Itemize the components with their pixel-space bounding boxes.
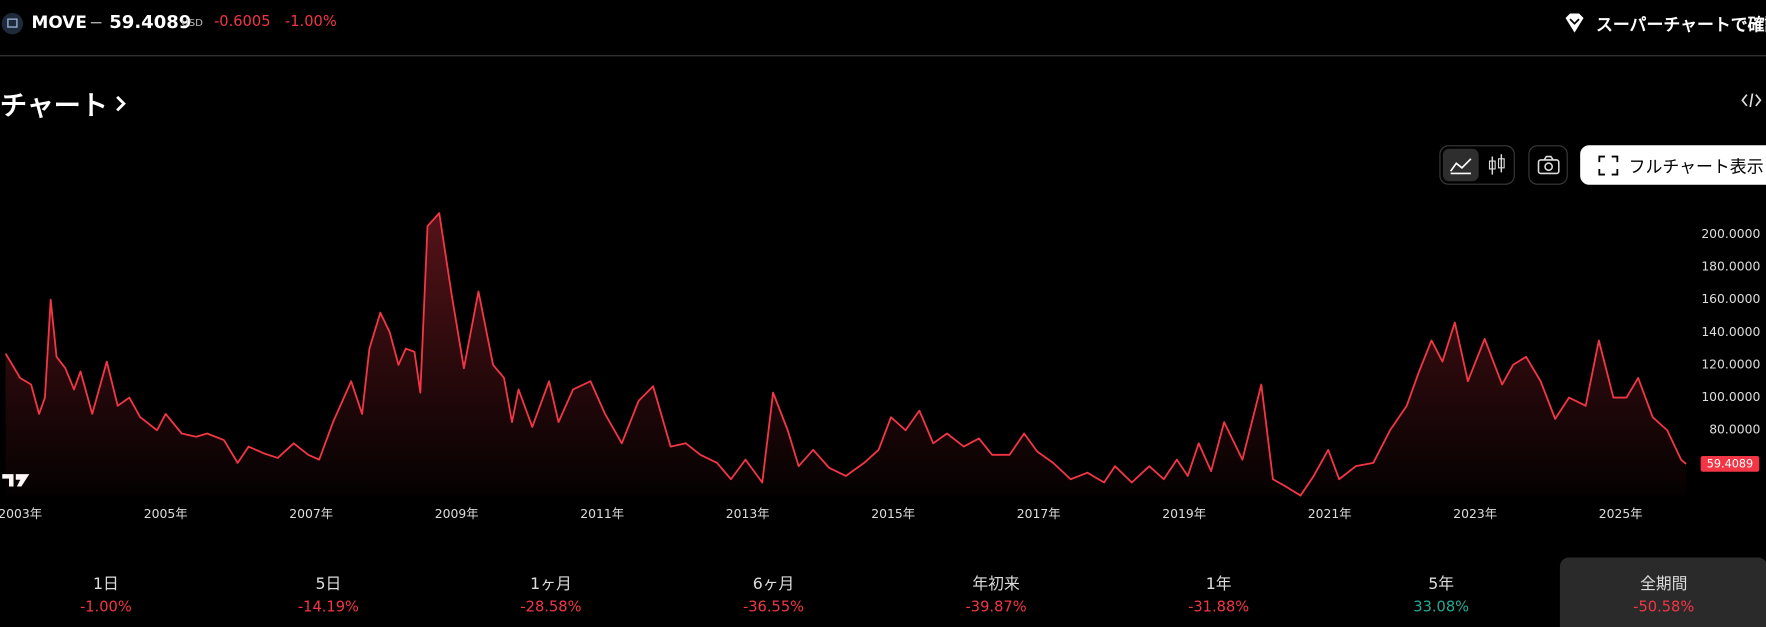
snapshot-button[interactable] xyxy=(1528,145,1568,185)
y-tick-label: 140.0000 xyxy=(1701,325,1760,339)
embed-icon[interactable] xyxy=(1740,90,1763,110)
period-change: -1.00% xyxy=(79,599,132,617)
period-label: 年初来 xyxy=(972,575,1020,594)
chart-style-group xyxy=(1439,145,1515,185)
x-tick-label: 2011年 xyxy=(580,507,624,521)
period-button[interactable]: 5年 33.08% xyxy=(1338,558,1545,627)
period-change: -39.87% xyxy=(965,599,1027,617)
last-value-box xyxy=(1700,455,1760,472)
x-tick-label: 2015年 xyxy=(871,507,915,521)
period-button[interactable]: 5日 -14.19% xyxy=(225,558,432,627)
super-chart-link[interactable]: スーパーチャートで確認 xyxy=(1595,14,1766,35)
last-value-label: 59.4089 xyxy=(1707,457,1754,470)
period-button[interactable]: 全期間 -50.58% xyxy=(1560,557,1766,627)
super-chart-icon[interactable] xyxy=(1562,11,1587,36)
full-chart-label: フルチャート表示 xyxy=(1628,156,1764,177)
symbol-icon xyxy=(1,12,24,35)
period-label: 1ヶ月 xyxy=(530,575,572,594)
camera-icon xyxy=(1537,155,1560,175)
y-tick-label: 100.0000 xyxy=(1701,390,1760,404)
x-tick-label: 2017年 xyxy=(1017,507,1061,521)
change: -0.6005 xyxy=(213,13,271,31)
y-tick-label: 160.0000 xyxy=(1701,292,1760,306)
period-label: 6ヶ月 xyxy=(752,575,795,594)
x-tick-label: 2019年 xyxy=(1162,507,1206,521)
symbol: MOVE xyxy=(31,12,87,33)
x-tick-label: 2007年 xyxy=(289,507,333,521)
period-label: 5日 xyxy=(315,575,342,594)
candle-style-button[interactable] xyxy=(1481,149,1513,182)
period-change: 33.08% xyxy=(1413,599,1470,617)
period-button[interactable]: 1ヶ月 -28.58% xyxy=(447,558,654,627)
price: 59.4089 xyxy=(109,11,192,33)
separator: − xyxy=(88,12,104,33)
period-button[interactable]: 6ヶ月 -36.55% xyxy=(670,558,877,627)
y-tick-label: 200.0000 xyxy=(1701,227,1760,241)
x-tick-label: 2023年 xyxy=(1453,507,1497,521)
area-style-button[interactable] xyxy=(1442,148,1479,182)
y-tick-label: 120.0000 xyxy=(1701,357,1760,371)
period-change: -14.19% xyxy=(297,599,359,617)
currency: USD xyxy=(181,18,203,30)
section-title[interactable]: チャート xyxy=(0,90,108,122)
header: MOVE − 59.4089 USD -0.6005 -1.00% スーパーチャ… xyxy=(0,0,1766,57)
change-percent: -1.00% xyxy=(284,13,337,31)
period-change: -31.88% xyxy=(1188,599,1250,617)
x-tick-label: 2021年 xyxy=(1308,507,1352,521)
x-tick-label: 2009年 xyxy=(435,507,479,521)
period-change: -28.58% xyxy=(520,599,582,617)
period-change: -50.58% xyxy=(1633,599,1695,617)
full-chart-button[interactable]: フルチャート表示 xyxy=(1580,145,1766,185)
period-label: 1年 xyxy=(1205,575,1232,594)
period-change: -36.55% xyxy=(742,599,805,617)
area xyxy=(5,213,1687,496)
period-button[interactable]: 1日 -1.00% xyxy=(2,558,209,627)
expand-icon xyxy=(1598,155,1619,176)
chevron[interactable] xyxy=(114,92,130,115)
period-label: 1日 xyxy=(92,575,119,594)
y-tick-label: 80.0000 xyxy=(1709,423,1760,437)
x-tick-label: 2005年 xyxy=(144,507,188,521)
period-label: 全期間 xyxy=(1640,575,1688,594)
period-label: 5年 xyxy=(1428,575,1455,594)
x-tick-label: 2025年 xyxy=(1599,507,1643,521)
x-tick-label: 2013年 xyxy=(726,507,770,521)
period-button[interactable]: 1年 -31.88% xyxy=(1115,558,1322,627)
x-tick-label: 2003年 xyxy=(0,507,42,521)
y-tick-label: 180.0000 xyxy=(1701,259,1760,273)
line xyxy=(4,212,1687,497)
period-button[interactable]: 年初来 -39.87% xyxy=(892,558,1099,627)
